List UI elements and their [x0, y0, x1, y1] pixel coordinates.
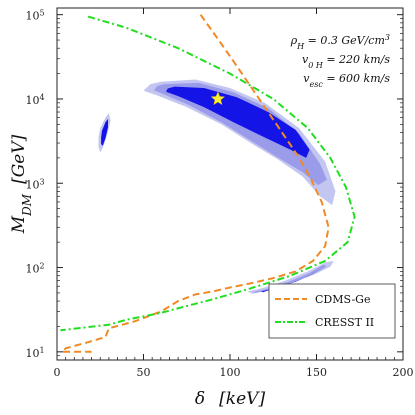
annotation-escape-velocity: vesc = 600 km/s [303, 72, 390, 89]
annotation-block: ρH = 0.3 GeV/cm3 v0 H = 220 km/s vesc = … [290, 33, 391, 89]
exclusion-curves [60, 14, 356, 353]
x-tick-label-200: 200 [393, 366, 414, 379]
annotation-density: ρH = 0.3 GeV/cm3 [290, 33, 390, 51]
y-tick-label-10000: 104 [25, 92, 44, 107]
y-tick-label-100: 102 [25, 261, 44, 276]
legend: CDMS-Ge CRESST II [268, 283, 396, 339]
x-tick-label-50: 50 [137, 366, 151, 379]
legend-box [268, 283, 396, 339]
y-tick-label-10: 101 [25, 345, 44, 360]
annotation-velocity: v0 H = 220 km/s [302, 53, 390, 70]
region-middle-6 [252, 264, 327, 293]
x-axis-title: δ [keV] [195, 389, 266, 409]
y-axis-title: MDM[GeV] [9, 134, 34, 234]
region-inner-4 [101, 118, 108, 146]
y-tick-label-1000: 103 [25, 177, 44, 192]
region-middle-1 [153, 82, 327, 186]
legend-label-cresst: CRESST II [315, 316, 374, 329]
region-outer-5 [247, 260, 334, 294]
axis-ticks: 0 50 100 150 200 101 102 103 104 105 [25, 8, 414, 379]
legend-label-cdms: CDMS-Ge [315, 293, 370, 306]
y-tick-label-100000: 105 [25, 8, 44, 23]
confidence-regions [98, 79, 336, 294]
region-inner-2 [166, 86, 310, 158]
x-tick-label-100: 100 [220, 366, 241, 379]
series-line-cdms-ge [61, 14, 330, 353]
best-fit-star-marker [210, 91, 226, 106]
best-fit-marker-layer [210, 91, 226, 106]
series-line-cresst-ii [60, 15, 356, 332]
x-tick-label-0: 0 [54, 366, 61, 379]
x-tick-label-150: 150 [306, 366, 327, 379]
